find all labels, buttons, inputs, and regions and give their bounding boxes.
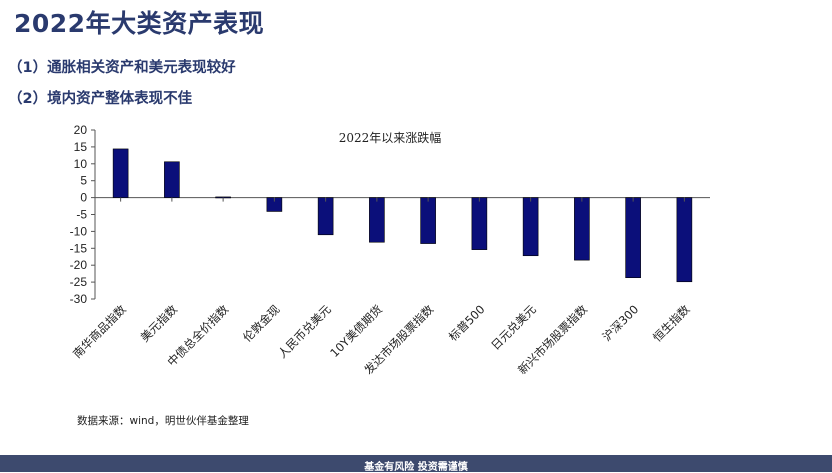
slide-title: 2022年大类资产表现 xyxy=(14,9,265,38)
y-tick-label: 10 xyxy=(74,157,88,171)
key-point-1: （1）通胀相关资产和美元表现较好 xyxy=(8,60,236,76)
y-tick-label: -30 xyxy=(70,292,88,306)
bar-9 xyxy=(522,197,539,257)
y-tick-label: 15 xyxy=(74,140,88,154)
bar-1 xyxy=(112,148,129,198)
bars xyxy=(112,148,693,283)
category-label-9: 日元兑美元 xyxy=(488,302,539,353)
y-axis: 20 15 10 5 0 -5 -10 -15 -20 -25 -30 xyxy=(70,123,710,306)
bar-8 xyxy=(471,197,488,250)
category-label-12: 恒生指数 xyxy=(650,302,693,345)
y-tick-label: -15 xyxy=(70,241,88,255)
y-tick-label: -5 xyxy=(76,208,87,222)
category-label-2: 美元指数 xyxy=(138,302,181,345)
bar-6 xyxy=(369,197,385,243)
bar-2 xyxy=(164,161,180,198)
y-tick-label: -25 xyxy=(70,275,88,289)
y-tick-label: -20 xyxy=(70,258,88,272)
bar-12 xyxy=(676,197,693,283)
bar-7 xyxy=(420,197,436,244)
category-label-8: 标普500 xyxy=(446,302,488,344)
bar-10 xyxy=(574,197,590,261)
category-label-1: 南华商品指数 xyxy=(70,302,129,361)
y-tick-label: 20 xyxy=(74,123,88,137)
bar-5 xyxy=(317,197,334,236)
footer-bar xyxy=(0,455,832,472)
bar-11 xyxy=(625,197,641,279)
bar-chart: 2022年以来涨跌幅 20 15 10 5 0 -5 -10 -15 -20 -25 -30 南华商… xyxy=(70,123,710,377)
footer-disclaimer: 基金有风险 投资需谨慎 xyxy=(364,462,468,473)
data-source-note: 数据来源：wind，明世伙伴基金整理 xyxy=(77,415,249,427)
y-tick-label: 5 xyxy=(80,174,87,188)
category-label-4: 伦敦金现 xyxy=(240,302,282,344)
y-tick-label: -10 xyxy=(70,224,88,238)
y-tick-label: 0 xyxy=(80,191,87,205)
chart-title: 2022年以来涨跌幅 xyxy=(339,130,442,145)
category-label-11: 沪深300 xyxy=(600,302,642,344)
category-label-5: 人民币兑美元 xyxy=(275,302,334,361)
key-point-2: （2）境内资产整体表现不佳 xyxy=(8,91,193,107)
